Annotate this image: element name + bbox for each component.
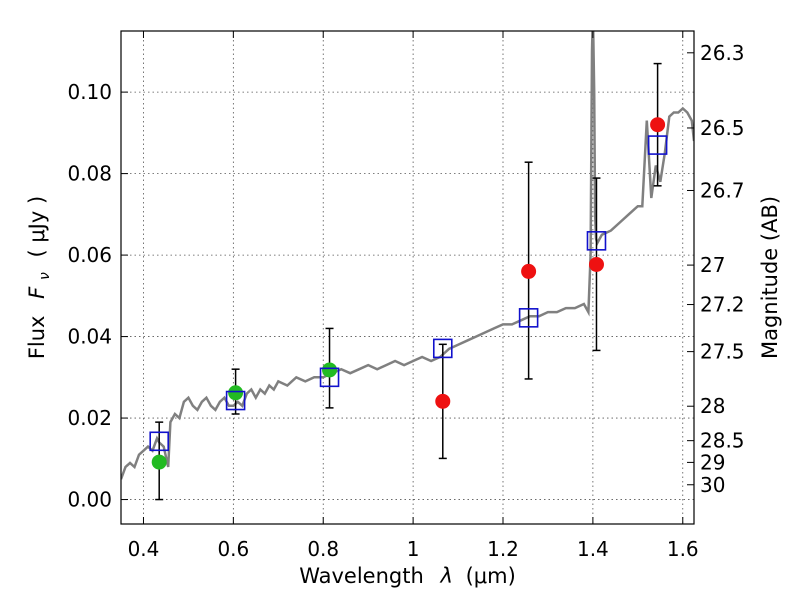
data-point-circle [521, 263, 537, 279]
y2-tick-label: 27.2 [700, 293, 745, 317]
data-point-square [518, 308, 539, 328]
y2-tick-label: 27.5 [700, 340, 745, 364]
y2-tick-label: 27 [700, 253, 725, 277]
y-axis-label: Flux F ν ( μJy ) [25, 196, 54, 359]
x-tick-label: 1.2 [487, 537, 519, 561]
sed-model-curve [121, 31, 694, 480]
x-axis-label: Wavelength λ (μm) [299, 564, 516, 588]
data-point-circle [151, 454, 167, 470]
data-point-square [586, 231, 607, 251]
y2-tick-label: 30 [700, 473, 725, 497]
data-point-square [149, 431, 169, 452]
y-tick-label: 0.08 [67, 162, 112, 186]
x-tick-label: 0.6 [217, 537, 249, 561]
error-bars [155, 62, 662, 501]
y2-tick-label: 26.5 [700, 116, 745, 140]
axis-labels: Wavelength λ (μm) Flux F ν ( μJy ) Magni… [25, 196, 782, 588]
sed-model-line [121, 31, 694, 480]
data-point-circle [435, 393, 451, 409]
data-point-circle [322, 362, 338, 378]
data-point-circle [650, 117, 666, 133]
x-tick-label: 0.4 [128, 537, 160, 561]
y-tick-label: 0.00 [67, 488, 112, 512]
x-tick-label: 1.4 [577, 537, 609, 561]
y-tick-label: 0.02 [67, 406, 112, 430]
y-tick-label: 0.10 [67, 80, 112, 104]
grid-lines [121, 31, 694, 524]
y2-tick-label: 26.7 [700, 178, 745, 202]
y2-tick-label: 29 [700, 450, 725, 474]
y2-tick-label: 26.3 [700, 41, 745, 65]
x-tick-label: 1.6 [667, 537, 699, 561]
data-point-square [225, 390, 246, 411]
y-tick-label: 0.04 [67, 325, 112, 349]
data-point-circle [588, 256, 604, 272]
x-tick-label: 1 [407, 537, 420, 561]
y2-tick-label: 28.5 [700, 429, 745, 453]
plot-frame [120, 30, 695, 525]
axis-ticks: 0.4 0.6 0.8 1 1.2 1.4 1.6 0.00 0.02 0.04 0.06 0.08 0… [67, 31, 745, 561]
x-tick-label: 0.8 [307, 537, 339, 561]
data-point-square [647, 135, 668, 155]
y2-axis-label: Magnitude (AB) [758, 196, 782, 359]
data-point-square [319, 367, 340, 388]
y-tick-label: 0.06 [67, 243, 112, 267]
data-point-circle [228, 385, 244, 401]
data-markers [149, 117, 668, 470]
data-point-square [432, 338, 453, 359]
y2-tick-label: 28 [700, 394, 725, 418]
